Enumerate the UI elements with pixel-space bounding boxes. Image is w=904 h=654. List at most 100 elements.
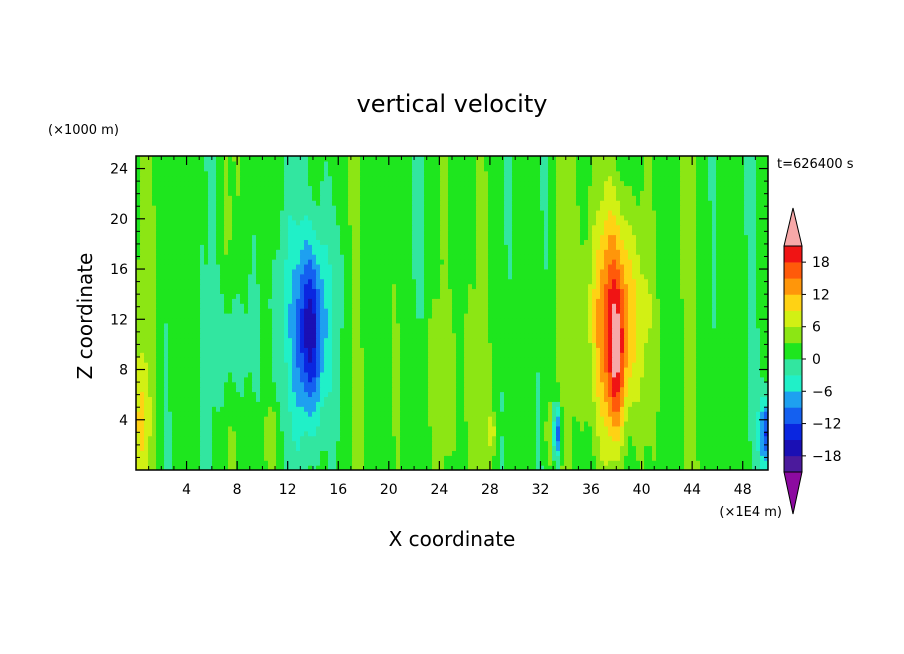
field-cell xyxy=(140,416,145,422)
field-cell xyxy=(364,313,369,319)
field-cell xyxy=(324,313,329,319)
field-cell xyxy=(356,465,361,470)
field-cell xyxy=(632,347,637,353)
field-cell xyxy=(192,401,197,407)
field-cell xyxy=(304,337,309,344)
field-cell xyxy=(160,317,165,324)
field-cell xyxy=(716,391,721,398)
field-cell xyxy=(444,416,449,422)
field-cell xyxy=(452,362,457,368)
field-cell xyxy=(460,313,465,319)
field-cell xyxy=(412,445,417,451)
field-cell xyxy=(184,352,189,358)
field-cell xyxy=(388,445,393,451)
field-cell xyxy=(176,327,181,334)
field-cell xyxy=(224,440,229,447)
field-cell xyxy=(588,416,593,422)
field-cell xyxy=(684,391,689,398)
field-cell xyxy=(632,435,637,442)
field-cell xyxy=(648,327,653,334)
field-cell xyxy=(628,317,633,324)
field-cell xyxy=(684,371,689,378)
field-cell xyxy=(320,465,325,470)
field-cell xyxy=(244,406,249,412)
field-cell xyxy=(428,445,433,451)
field-cell xyxy=(564,416,569,422)
field-cell xyxy=(448,352,453,358)
field-cell xyxy=(668,337,673,344)
field-cell xyxy=(616,396,621,402)
field-cell xyxy=(432,430,437,437)
field-cell xyxy=(468,332,473,339)
field-cell xyxy=(276,391,281,398)
field-cell xyxy=(200,376,205,383)
field-cell xyxy=(744,440,749,447)
field-cell xyxy=(184,430,189,437)
field-cell xyxy=(256,347,261,353)
field-cell xyxy=(436,435,441,442)
field-cell xyxy=(660,396,665,402)
field-cell xyxy=(468,327,473,334)
field-cell xyxy=(344,401,349,407)
field-cell xyxy=(552,450,557,456)
field-cell xyxy=(292,366,297,373)
field-cell xyxy=(484,376,489,383)
field-cell xyxy=(276,406,281,412)
field-cell xyxy=(276,342,281,348)
field-cell xyxy=(284,347,289,353)
field-cell xyxy=(264,313,269,319)
field-cell xyxy=(348,327,353,334)
field-cell xyxy=(704,342,709,348)
field-cell xyxy=(420,357,425,363)
field-cell xyxy=(572,366,577,373)
field-cell xyxy=(552,435,557,442)
field-cell xyxy=(548,425,553,432)
field-cell xyxy=(224,465,229,470)
field-cell xyxy=(292,406,297,412)
field-cell xyxy=(444,322,449,329)
field-cell xyxy=(140,391,145,398)
field-cell xyxy=(336,322,341,329)
field-cell xyxy=(656,362,661,368)
field-cell xyxy=(620,460,625,466)
field-cell xyxy=(140,401,145,407)
field-cell xyxy=(336,425,341,432)
field-cell xyxy=(208,455,213,461)
field-cell xyxy=(552,420,557,427)
field-cell xyxy=(408,327,413,334)
field-cell xyxy=(244,396,249,402)
field-cell xyxy=(580,425,585,432)
field-cell xyxy=(292,376,297,383)
field-cell xyxy=(720,465,725,470)
field-cell xyxy=(284,440,289,447)
field-cell xyxy=(244,420,249,427)
field-cell xyxy=(560,460,565,466)
field-cell xyxy=(272,342,277,348)
field-cell xyxy=(332,430,337,437)
field-cell xyxy=(516,357,521,363)
field-cell xyxy=(552,371,557,378)
field-cell xyxy=(744,376,749,383)
field-cell xyxy=(196,396,201,402)
field-cell xyxy=(520,362,525,368)
field-cell xyxy=(452,391,457,398)
field-cell xyxy=(760,465,765,470)
field-cell xyxy=(504,376,509,383)
field-cell xyxy=(668,371,673,378)
field-cell xyxy=(208,371,213,378)
field-cell xyxy=(664,347,669,353)
field-cell xyxy=(476,371,481,378)
field-cell xyxy=(740,430,745,437)
field-cell xyxy=(308,435,313,442)
field-cell xyxy=(440,416,445,422)
field-cell xyxy=(256,352,261,358)
field-cell xyxy=(180,357,185,363)
field-cell xyxy=(760,425,765,432)
field-cell xyxy=(684,322,689,329)
field-cell xyxy=(728,460,733,466)
field-cell xyxy=(312,445,317,451)
field-cell xyxy=(724,371,729,378)
field-cell xyxy=(592,416,597,422)
field-cell xyxy=(256,381,261,388)
field-cell xyxy=(444,327,449,334)
